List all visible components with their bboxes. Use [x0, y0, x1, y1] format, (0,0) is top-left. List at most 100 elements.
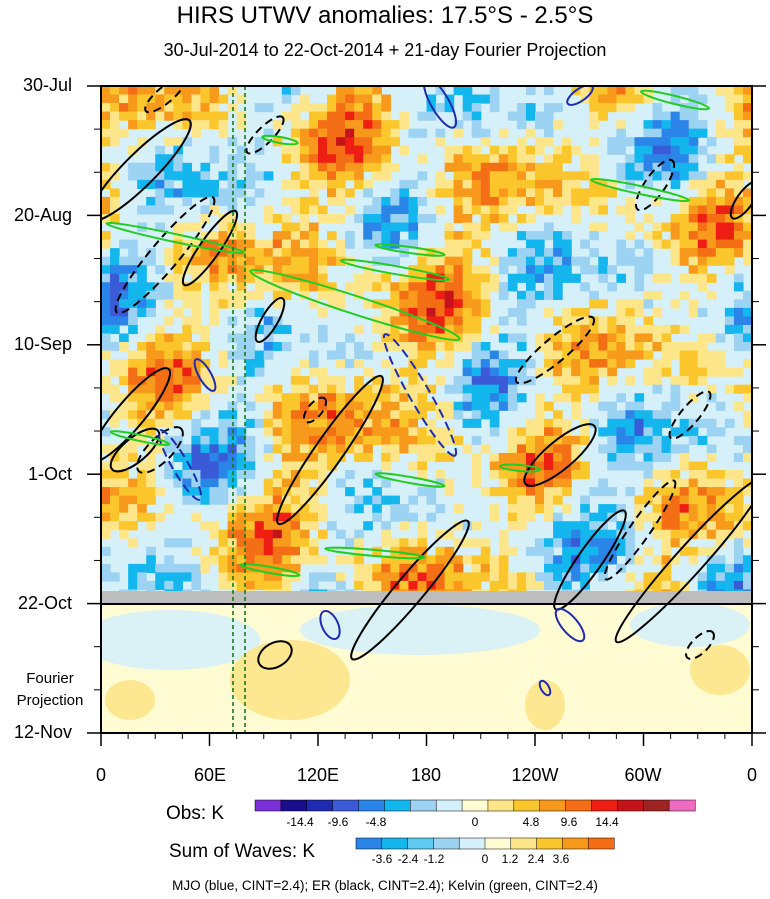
obs-cell [598, 538, 608, 548]
obs-cell [372, 342, 382, 352]
obs-cell [643, 128, 654, 138]
obs-cell [733, 273, 744, 283]
obs-cell [507, 427, 518, 437]
obs-cell [164, 154, 174, 164]
obs-cell [697, 461, 708, 471]
obs-cell [444, 478, 455, 488]
obs-cell [435, 86, 446, 96]
obs-cell [290, 282, 301, 292]
obs-cell [417, 359, 428, 369]
obs-cell [227, 171, 238, 181]
obs-cell [182, 299, 193, 309]
obs-cell [634, 350, 645, 360]
obs-colorbar-swatch [539, 799, 567, 812]
obs-cell [489, 162, 500, 172]
obs-cell [164, 461, 174, 471]
obs-cell [191, 171, 202, 181]
obs-cell [336, 162, 346, 172]
obs-cell [119, 128, 129, 138]
obs-cell [290, 435, 301, 445]
obs-cell [128, 111, 138, 121]
obs-cell [625, 103, 636, 113]
obs-cell [164, 316, 174, 326]
obs-cell [580, 359, 590, 369]
obs-cell [354, 452, 364, 463]
obs-cell [173, 572, 183, 582]
obs-cell [643, 342, 654, 352]
obs-cell [598, 512, 608, 522]
obs-cell [516, 256, 527, 266]
obs-cell [281, 427, 292, 437]
obs-cell [336, 111, 346, 121]
obs-cell [634, 504, 645, 514]
obs-cell [345, 145, 355, 155]
obs-cell [200, 478, 211, 488]
obs-cell [417, 529, 428, 539]
obs-cell [498, 196, 509, 207]
obs-cell [417, 265, 428, 275]
obs-cell [290, 248, 301, 258]
obs-cell [164, 393, 174, 403]
obs-cell [290, 239, 301, 249]
obs-cell [661, 452, 672, 463]
obs-cell [679, 427, 690, 437]
obs-cell [480, 154, 491, 164]
obs-cell [417, 538, 428, 548]
obs-cell [254, 171, 265, 181]
obs-cell [263, 444, 274, 454]
obs-cell [643, 120, 654, 130]
obs-cell [128, 145, 138, 155]
obs-cell [426, 265, 437, 275]
obs-cell [101, 273, 111, 283]
obs-cell [562, 256, 572, 266]
obs-cell [553, 495, 563, 505]
obs-cell [507, 376, 518, 386]
obs-cell [435, 342, 446, 352]
obs-cell [733, 504, 744, 514]
obs-cell [625, 427, 636, 437]
obs-cell [471, 324, 482, 335]
obs-cell [299, 555, 310, 565]
obs-cell [625, 196, 636, 207]
obs-cell [679, 128, 690, 138]
obs-cell [101, 487, 111, 497]
obs-cell [381, 333, 391, 343]
er-contour [254, 296, 286, 344]
obs-cell [173, 222, 183, 232]
obs-cell [399, 111, 410, 121]
obs-cell [562, 231, 572, 241]
obs-cell [299, 487, 310, 497]
obs-cell [345, 427, 355, 437]
obs-cell [535, 273, 545, 283]
obs-cell [742, 154, 752, 164]
obs-cell [101, 495, 111, 505]
obs-cell [182, 265, 193, 275]
obs-tick-label: 4.8 [522, 815, 540, 829]
obs-cell [661, 111, 672, 121]
obs-cell [345, 231, 355, 241]
obs-cell [318, 444, 328, 454]
obs-cell [110, 137, 120, 147]
obs-cell [742, 563, 752, 573]
obs-cell [164, 137, 174, 147]
obs-cell [625, 137, 636, 147]
obs-cell [471, 316, 482, 326]
obs-cell [128, 120, 138, 130]
obs-cell [444, 282, 455, 292]
obs-cell [236, 222, 247, 232]
obs-cell [697, 179, 708, 189]
projection-blob [525, 680, 565, 730]
obs-cell [110, 128, 120, 138]
obs-cell [119, 470, 129, 480]
obs-cell [670, 521, 681, 531]
obs-cell [372, 495, 382, 505]
obs-cell [589, 418, 599, 428]
obs-cell [372, 324, 382, 335]
obs-cell [281, 239, 292, 249]
obs-cell [191, 546, 202, 556]
obs-cell [444, 145, 455, 155]
obs-cell [498, 478, 509, 488]
obs-cell [426, 273, 437, 283]
obs-cell [733, 214, 744, 224]
obs-cell [607, 444, 617, 454]
